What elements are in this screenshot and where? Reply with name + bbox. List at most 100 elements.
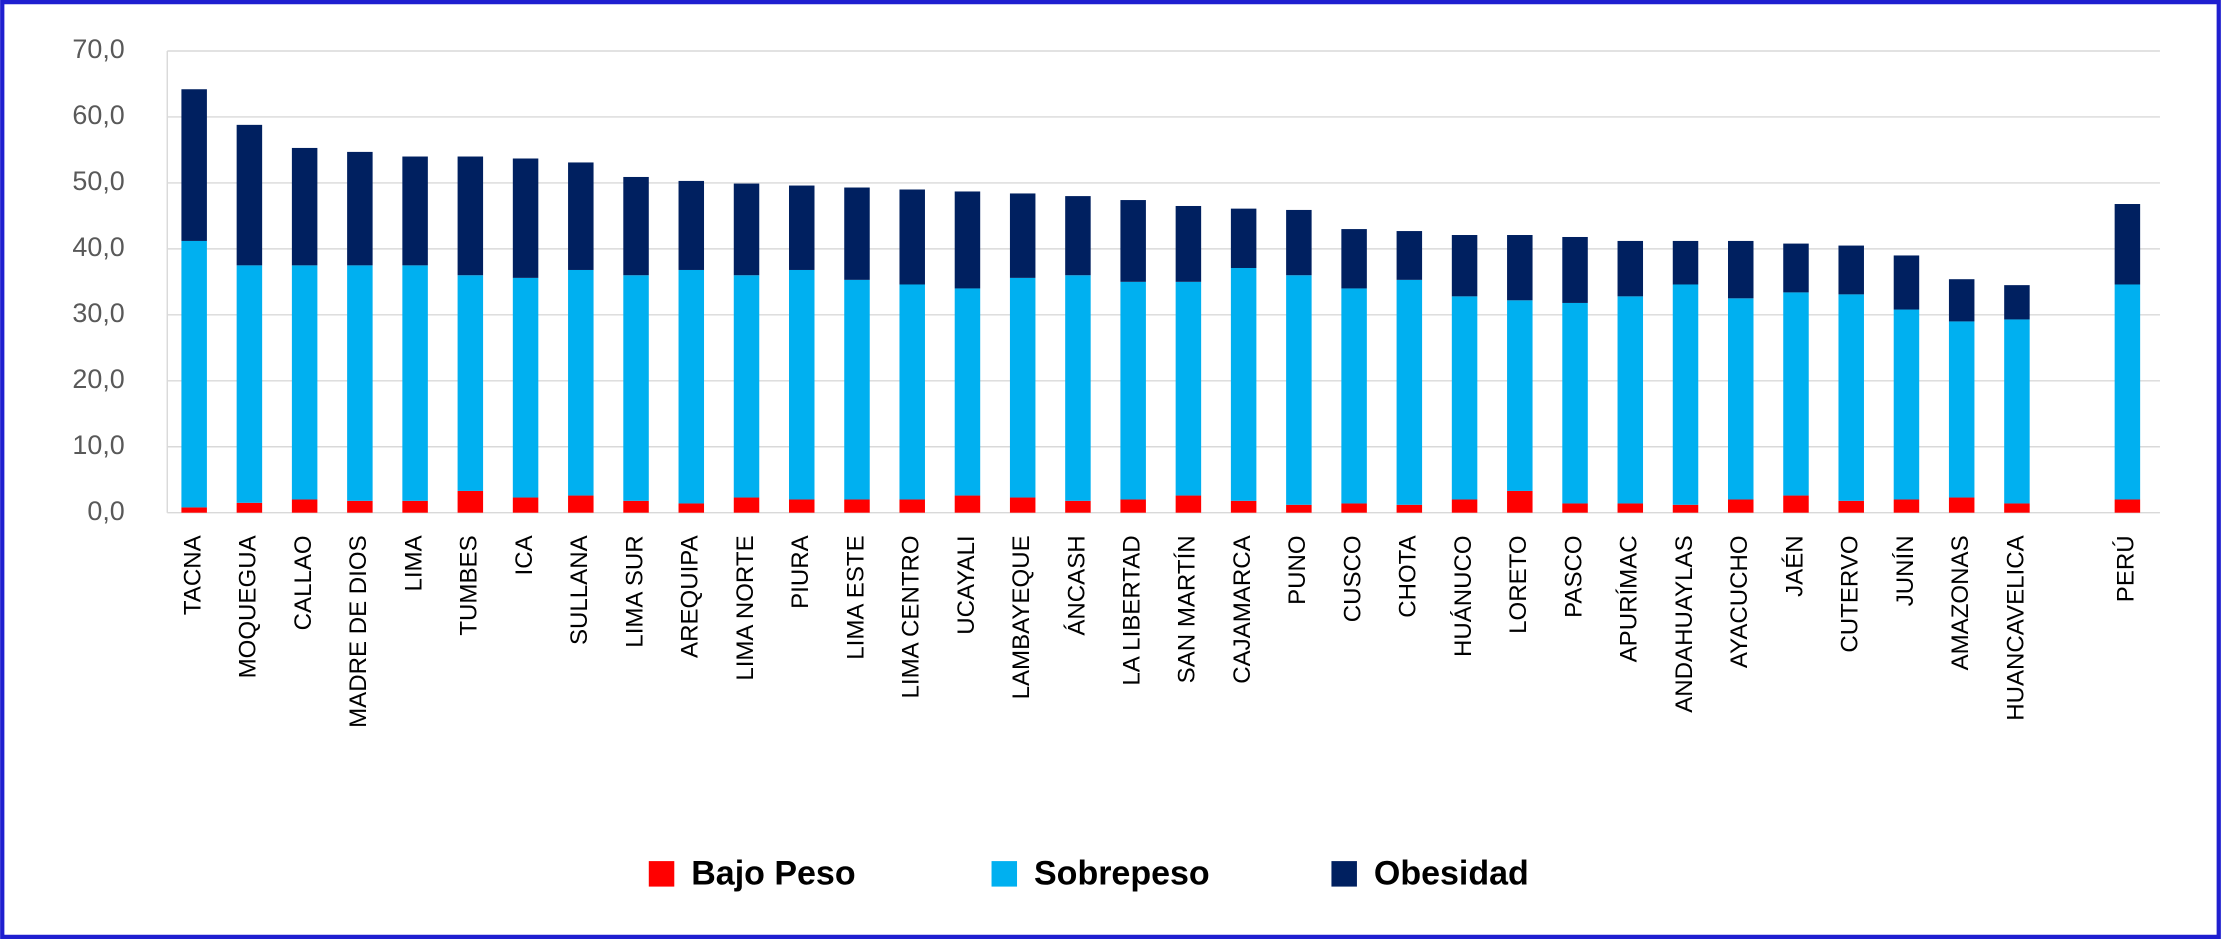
bar-segment xyxy=(402,500,428,513)
bar-segment xyxy=(1175,281,1202,496)
x-tick-label: PUNO xyxy=(1284,535,1311,605)
y-tick-label: 40,0 xyxy=(72,232,124,262)
bar-segment xyxy=(899,284,925,500)
bar-segment xyxy=(1893,499,1920,513)
x-tick-label: LAMBAYEQUE xyxy=(1008,535,1035,699)
y-tick-label: 20,0 xyxy=(72,364,124,394)
bar-segment xyxy=(678,180,705,270)
bar-segment xyxy=(623,500,649,513)
bar-segment xyxy=(1065,196,1091,276)
bar-segment xyxy=(1009,193,1036,278)
bar-segment xyxy=(789,499,815,513)
bar-segment xyxy=(181,507,207,513)
bar-segment xyxy=(1562,302,1588,504)
bar-segment xyxy=(1507,490,1533,513)
legend-swatch xyxy=(648,861,675,887)
legend-label: Obesidad xyxy=(1374,854,1529,892)
bar-segment xyxy=(1065,275,1091,501)
x-tick-label: AMAZONAS xyxy=(1947,535,1974,670)
bar-segment xyxy=(457,156,484,276)
bar-segment xyxy=(347,500,373,513)
bar-segment xyxy=(512,277,539,498)
x-tick-label: CALLAO xyxy=(290,535,317,630)
x-tick-label: PASCO xyxy=(1560,535,1587,617)
bar-segment xyxy=(1507,235,1533,301)
bar-segment xyxy=(291,265,318,500)
x-tick-label: TUMBES xyxy=(456,535,483,635)
bar-segment xyxy=(512,497,539,513)
bar-segment xyxy=(899,189,925,285)
bar-segment xyxy=(1562,503,1588,513)
legend-swatch xyxy=(1331,861,1357,887)
x-tick-label: HUANCAVELICA xyxy=(2002,535,2029,720)
y-tick-label: 30,0 xyxy=(72,298,124,328)
x-tick-label: CUTERVO xyxy=(1837,535,1864,652)
bar-segment xyxy=(789,269,815,500)
legend-swatch xyxy=(991,861,1018,887)
bar-segment xyxy=(1175,495,1202,513)
x-tick-label: CHOTA xyxy=(1395,535,1422,617)
bar-segment xyxy=(1120,499,1146,513)
bar-segment xyxy=(1451,235,1478,297)
bar-segment xyxy=(678,503,705,513)
x-tick-label: TACNA xyxy=(180,535,207,615)
bar-segment xyxy=(1617,296,1644,504)
bar-segment xyxy=(1507,300,1533,491)
y-tick-label: 70,0 xyxy=(72,34,124,64)
x-tick-label: MOQUEGUA xyxy=(235,535,262,678)
bar-segment xyxy=(181,240,207,508)
bar-segment xyxy=(457,490,484,513)
bar-segment xyxy=(1341,503,1367,513)
x-tick-label: LORETO xyxy=(1505,535,1532,634)
bar-segment xyxy=(1396,279,1423,505)
x-tick-label: UCAYALI xyxy=(953,535,980,634)
bar-segment xyxy=(1783,243,1809,293)
x-tick-label: LIMA SUR xyxy=(621,535,648,647)
bar-segment xyxy=(1451,296,1478,500)
bar-segment xyxy=(1341,229,1367,289)
bar-segment xyxy=(1838,294,1864,501)
bar-segment xyxy=(1838,500,1864,513)
bar-segment xyxy=(1672,284,1699,505)
bar-segment xyxy=(1728,240,1754,299)
bar-segment xyxy=(623,176,649,276)
bar-segment xyxy=(2114,204,2141,285)
bar-segment xyxy=(1396,504,1423,513)
bar-segment xyxy=(1783,495,1809,513)
bar-segment xyxy=(733,275,760,498)
bar-segment xyxy=(2004,285,2030,320)
bar-segment xyxy=(1893,255,1920,310)
bar-segment xyxy=(181,89,207,241)
legend-label: Sobrepeso xyxy=(1034,854,1210,892)
bar-segment xyxy=(1672,240,1699,285)
bar-segment xyxy=(1672,504,1699,513)
x-tick-label: LIMA xyxy=(400,535,427,591)
bar-segment xyxy=(954,495,981,513)
bar-segment xyxy=(733,497,760,513)
bar-segment xyxy=(1286,209,1312,276)
x-tick-label: MADRE DE DIOS xyxy=(345,535,372,728)
x-tick-label: PIURA xyxy=(787,535,814,609)
bar-segment xyxy=(1230,267,1257,501)
bar-segment xyxy=(789,185,815,270)
x-tick-label: CAJAMARCA xyxy=(1229,535,1256,683)
bar-segment xyxy=(1617,503,1644,513)
bar-segment xyxy=(844,499,870,513)
x-tick-label: ANDAHUAYLAS xyxy=(1671,535,1698,712)
bar-segment xyxy=(1065,500,1091,513)
bar-segment xyxy=(236,502,263,513)
bar-segment xyxy=(1783,292,1809,496)
bar-segment xyxy=(1009,497,1036,513)
x-tick-label: LIMA ESTE xyxy=(842,535,869,659)
bar-segment xyxy=(1838,245,1864,295)
bar-segment xyxy=(1230,208,1257,268)
bar-segment xyxy=(402,265,428,501)
bar-segment xyxy=(899,499,925,513)
bar-segment xyxy=(1451,499,1478,513)
x-tick-label: ICA xyxy=(511,535,538,575)
bar-segment xyxy=(1728,298,1754,500)
x-tick-label: HUÁNUCO xyxy=(1450,535,1477,657)
x-tick-label: CUSCO xyxy=(1339,535,1366,622)
bar-segment xyxy=(1009,277,1036,498)
